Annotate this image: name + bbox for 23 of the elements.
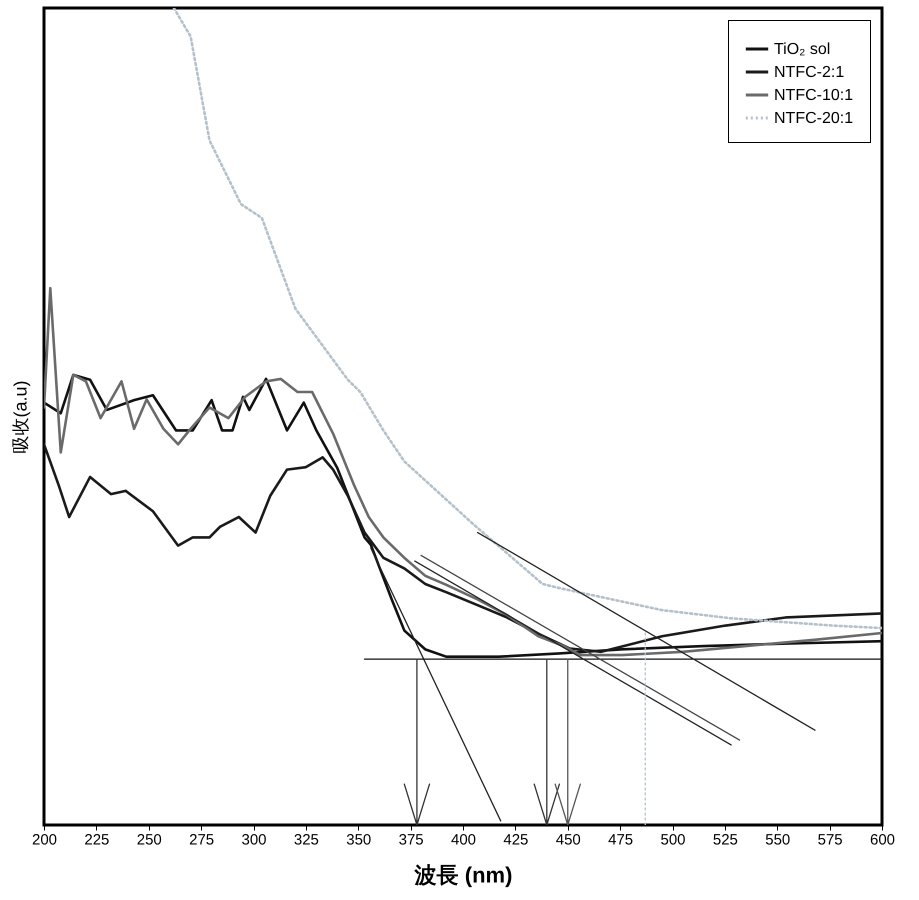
x-tick-label: 575 bbox=[818, 832, 843, 848]
x-tick-label: 325 bbox=[294, 832, 319, 848]
x-tick-label: 275 bbox=[189, 832, 214, 848]
x-tick-label: 550 bbox=[765, 832, 790, 848]
x-tick-label: 200 bbox=[32, 832, 58, 848]
x-tick-label: 400 bbox=[450, 832, 476, 848]
x-tick-label: 450 bbox=[556, 832, 581, 848]
x-tick-label: 525 bbox=[712, 832, 738, 848]
legend-label: NTFC-2:1 bbox=[774, 64, 844, 81]
legend-label: NTFC-20:1 bbox=[774, 110, 854, 127]
x-tick-label: 475 bbox=[608, 832, 634, 848]
x-tick-label: 600 bbox=[870, 832, 896, 848]
x-tick-label: 225 bbox=[84, 832, 110, 848]
x-tick-label: 300 bbox=[241, 832, 267, 848]
x-tick-label: 350 bbox=[346, 832, 372, 848]
x-axis-title: 波長 (nm) bbox=[414, 862, 512, 888]
legend-label: NTFC-10:1 bbox=[774, 87, 854, 104]
y-axis-title: 吸收(a.u) bbox=[10, 380, 30, 454]
x-tick-label: 425 bbox=[503, 832, 528, 848]
legend-label: TiO₂ sol bbox=[774, 41, 830, 58]
x-tick-label: 375 bbox=[398, 832, 424, 848]
x-tick-label: 500 bbox=[660, 832, 686, 848]
x-tick-label: 250 bbox=[136, 832, 162, 848]
